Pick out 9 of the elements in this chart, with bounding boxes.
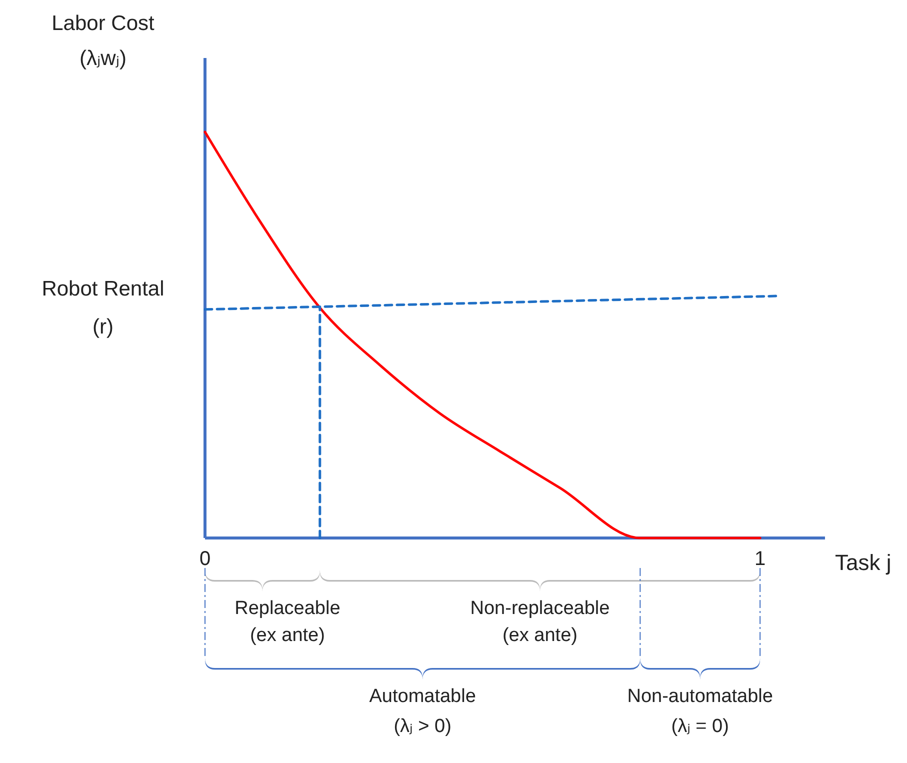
x-tick-label: 0 bbox=[199, 548, 211, 570]
text: Robot Rental (r) bbox=[42, 277, 164, 338]
text: Automatable (λⱼ > 0) bbox=[369, 686, 476, 737]
y-axis-title: Labor Cost (λⱼwⱼ) bbox=[52, 12, 155, 70]
x-axis-title: Task j bbox=[835, 550, 892, 575]
text: Non-replaceable (ex ante) bbox=[470, 598, 610, 646]
x-tick-label: 1 bbox=[754, 548, 766, 570]
text: Replaceable (ex ante) bbox=[234, 598, 340, 646]
text: Non-automatable (λⱼ = 0) bbox=[627, 686, 773, 737]
